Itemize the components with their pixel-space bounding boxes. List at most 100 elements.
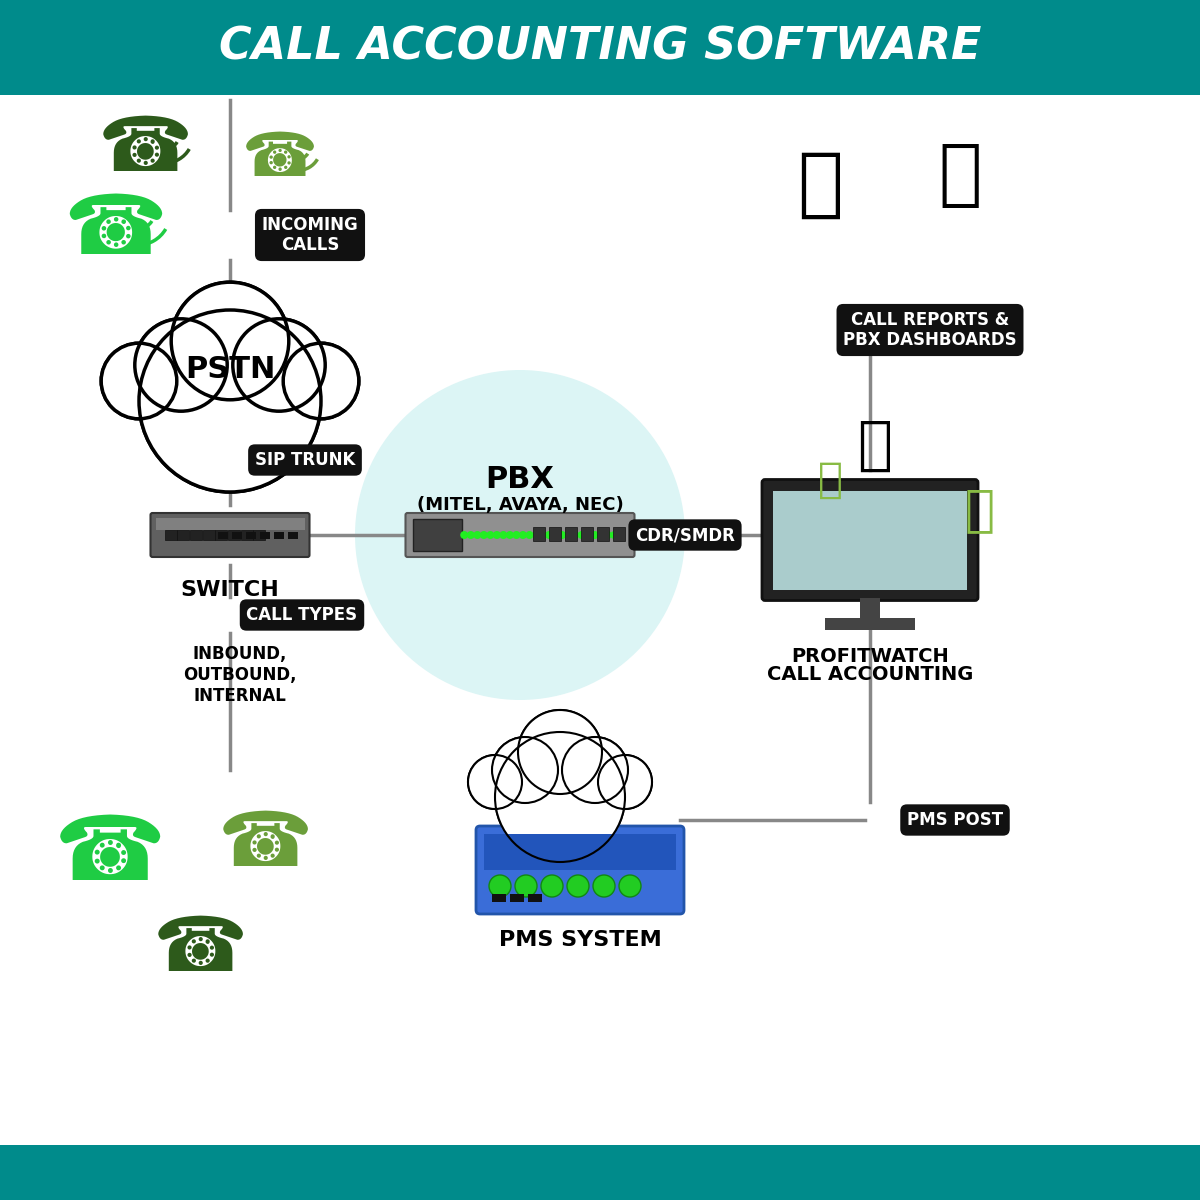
FancyBboxPatch shape [288,532,298,539]
FancyBboxPatch shape [150,514,310,557]
Text: ☎: ☎ [242,131,318,190]
FancyBboxPatch shape [246,532,256,539]
Circle shape [492,737,558,803]
FancyBboxPatch shape [178,530,190,540]
Bar [860,598,880,619]
FancyBboxPatch shape [528,894,542,902]
Text: INCOMING
CALLS: INCOMING CALLS [262,216,359,254]
Text: ☎: ☎ [97,113,192,187]
Circle shape [355,370,685,700]
FancyBboxPatch shape [533,527,545,541]
Text: 📄: 📄 [817,458,842,502]
Circle shape [134,319,227,412]
FancyBboxPatch shape [164,530,176,540]
Circle shape [172,282,289,400]
FancyBboxPatch shape [217,532,228,539]
Text: 📋: 📋 [797,148,842,222]
FancyBboxPatch shape [548,527,560,541]
Circle shape [562,737,628,803]
Circle shape [101,343,176,419]
Text: PSTN: PSTN [185,355,275,384]
Circle shape [283,343,359,419]
Circle shape [139,310,322,492]
FancyBboxPatch shape [156,518,305,530]
Circle shape [568,875,589,898]
Circle shape [496,732,625,862]
Circle shape [480,530,488,539]
Circle shape [598,755,652,809]
Circle shape [619,875,641,898]
Circle shape [541,875,563,898]
Text: 🏨: 🏨 [858,416,893,474]
Circle shape [571,530,580,539]
FancyBboxPatch shape [413,518,462,551]
Circle shape [552,530,559,539]
FancyBboxPatch shape [203,530,215,540]
Text: CALL TYPES: CALL TYPES [246,606,358,624]
Bar [826,618,916,630]
Circle shape [486,530,494,539]
FancyBboxPatch shape [484,834,676,870]
FancyBboxPatch shape [476,826,684,914]
FancyBboxPatch shape [762,480,978,600]
Bar [0,0,1200,95]
FancyBboxPatch shape [510,894,524,902]
Circle shape [558,530,566,539]
FancyBboxPatch shape [253,530,265,540]
Text: CALL ACCOUNTING: CALL ACCOUNTING [767,666,973,684]
Circle shape [584,530,593,539]
FancyBboxPatch shape [564,527,576,541]
Text: 📊: 📊 [938,140,982,210]
Text: ☎: ☎ [54,811,166,899]
Circle shape [468,755,522,809]
Text: ☎: ☎ [64,190,167,270]
Circle shape [101,343,176,419]
Circle shape [539,530,546,539]
Text: SIP TRUNK: SIP TRUNK [254,451,355,469]
Circle shape [526,530,534,539]
Circle shape [512,530,521,539]
Circle shape [518,710,602,794]
Circle shape [611,530,618,539]
Circle shape [496,732,625,862]
Circle shape [134,319,227,412]
Text: CALL REPORTS &
PBX DASHBOARDS: CALL REPORTS & PBX DASHBOARDS [844,311,1016,349]
FancyBboxPatch shape [259,532,270,539]
Circle shape [467,530,475,539]
Circle shape [518,710,602,794]
Circle shape [492,737,558,803]
Circle shape [532,530,540,539]
Circle shape [577,530,586,539]
FancyBboxPatch shape [612,527,624,541]
FancyBboxPatch shape [215,530,227,540]
Circle shape [473,530,481,539]
FancyBboxPatch shape [581,527,593,541]
Circle shape [499,530,508,539]
Text: PMS SYSTEM: PMS SYSTEM [499,930,661,950]
Circle shape [598,530,605,539]
Circle shape [461,530,468,539]
FancyBboxPatch shape [232,532,241,539]
Circle shape [490,875,511,898]
FancyBboxPatch shape [274,532,283,539]
Circle shape [590,530,599,539]
Text: 📄: 📄 [965,486,995,534]
Text: SWITCH: SWITCH [181,580,280,600]
Text: ☎: ☎ [217,808,312,882]
Circle shape [598,755,652,809]
Text: (MITEL, AVAYA, NEC): (MITEL, AVAYA, NEC) [416,496,623,514]
FancyBboxPatch shape [228,530,240,540]
Circle shape [493,530,500,539]
FancyBboxPatch shape [406,514,635,557]
Text: PMS POST: PMS POST [907,811,1003,829]
Circle shape [468,755,522,809]
FancyBboxPatch shape [596,527,608,541]
Circle shape [515,875,538,898]
Circle shape [233,319,325,412]
Circle shape [604,530,612,539]
FancyBboxPatch shape [492,894,506,902]
FancyBboxPatch shape [241,530,253,540]
Text: CDR/SMDR: CDR/SMDR [635,526,734,544]
FancyBboxPatch shape [773,491,967,589]
Circle shape [565,530,572,539]
